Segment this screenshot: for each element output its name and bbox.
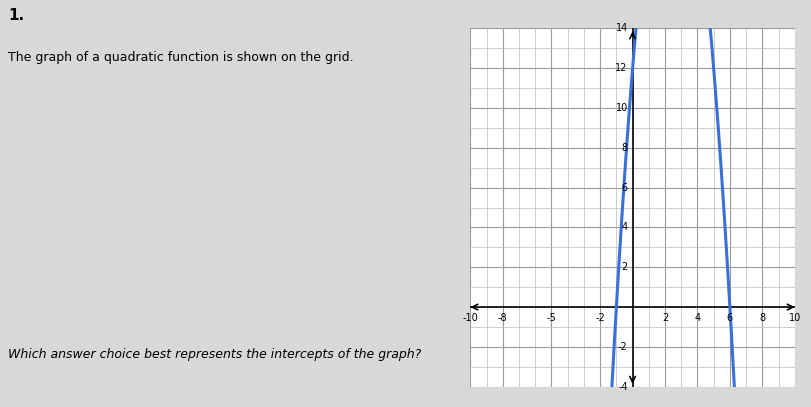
Text: Which answer choice best represents the intercepts of the graph?: Which answer choice best represents the … <box>8 348 422 361</box>
Text: 12: 12 <box>616 63 628 73</box>
Text: -2: -2 <box>618 342 628 352</box>
Text: 8: 8 <box>621 143 628 153</box>
Text: The graph of a quadratic function is shown on the grid.: The graph of a quadratic function is sho… <box>8 51 354 64</box>
Text: -8: -8 <box>498 313 508 323</box>
Text: -5: -5 <box>547 313 556 323</box>
Text: 2: 2 <box>621 262 628 272</box>
Text: 1.: 1. <box>8 9 24 23</box>
Text: 10: 10 <box>788 313 801 323</box>
Text: 2: 2 <box>662 313 668 323</box>
Text: 8: 8 <box>759 313 766 323</box>
Text: -10: -10 <box>462 313 478 323</box>
Text: -2: -2 <box>595 313 605 323</box>
Text: 4: 4 <box>694 313 701 323</box>
Text: -4: -4 <box>618 382 628 392</box>
Text: 6: 6 <box>727 313 733 323</box>
Text: 6: 6 <box>621 183 628 193</box>
Text: 4: 4 <box>621 223 628 232</box>
Text: 10: 10 <box>616 103 628 113</box>
Text: 14: 14 <box>616 24 628 33</box>
